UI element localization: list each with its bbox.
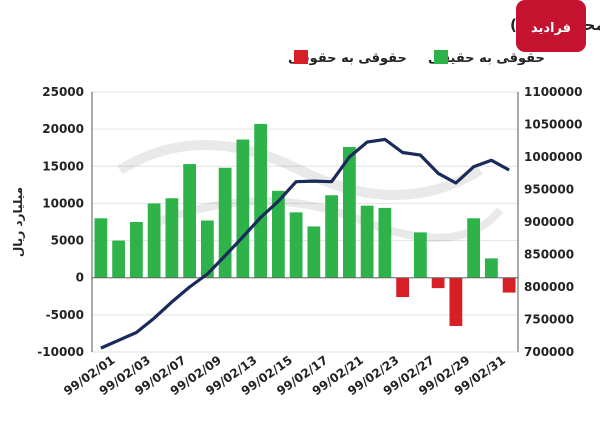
x-tick-labels: 99/02/0199/02/0399/02/0799/02/0999/02/13… [61, 353, 508, 398]
left-tick-label: -10000 [37, 345, 84, 359]
right-tick-label: 1050000 [524, 118, 582, 132]
bar-green [413, 232, 427, 278]
bar-green [360, 205, 374, 278]
legend-label-red: حقوقی به حقوقی [288, 51, 407, 66]
y-axis-label: میلیارد ریال [11, 187, 25, 257]
bar-green [289, 212, 303, 278]
logo: فرادید [516, 0, 586, 52]
bar-green [112, 240, 126, 278]
bar-green [378, 207, 392, 278]
bar-green [342, 146, 356, 278]
bar-red [449, 277, 463, 326]
bar-green [254, 123, 268, 278]
left-tick-labels: 25000 20000 15000 10000 5000 0 -5000 -10000 [37, 85, 84, 359]
left-tick-label: 25000 [42, 85, 84, 99]
bar-green [200, 220, 214, 278]
bar-green [325, 195, 339, 278]
bar-green [147, 203, 161, 278]
logo-text: فرادید [531, 21, 571, 36]
right-tick-label: 750000 [524, 313, 574, 327]
left-tick-label: 10000 [42, 196, 84, 210]
legend-swatch-red [294, 50, 308, 64]
bar-green [236, 139, 250, 278]
left-tick-label: -5000 [46, 308, 84, 322]
right-tick-label: 950000 [524, 183, 574, 197]
right-tick-label: 900000 [524, 215, 574, 229]
right-tick-label: 1000000 [524, 150, 582, 164]
bars [94, 123, 516, 326]
left-tick-label: 5000 [51, 234, 84, 248]
index-line [100, 137, 510, 350]
right-tick-label: 700000 [524, 345, 574, 359]
bar-red [431, 277, 445, 289]
bar-green [307, 226, 321, 278]
left-tick-label: 0 [76, 271, 84, 285]
right-tick-label: 1100000 [524, 85, 582, 99]
right-tick-labels: 1100000 1050000 1000000 950000 900000 850000 8… [524, 85, 582, 359]
bar-green [165, 198, 179, 278]
legend-label-green: حقوقی به حقیقی [428, 51, 545, 66]
bar-green [94, 218, 108, 278]
bar-red [502, 277, 516, 293]
bar-green [484, 258, 498, 278]
bar-green [183, 164, 197, 278]
bar-green [467, 218, 481, 278]
watermark [117, 140, 504, 242]
right-tick-label: 800000 [524, 280, 574, 294]
left-tick-label: 15000 [42, 159, 84, 173]
legend-swatch-green [434, 50, 448, 64]
right-tick-label: 850000 [524, 248, 574, 262]
bar-green [129, 222, 143, 278]
bar-green [271, 190, 285, 278]
bar-red [396, 277, 410, 298]
left-tick-label: 20000 [42, 122, 84, 136]
